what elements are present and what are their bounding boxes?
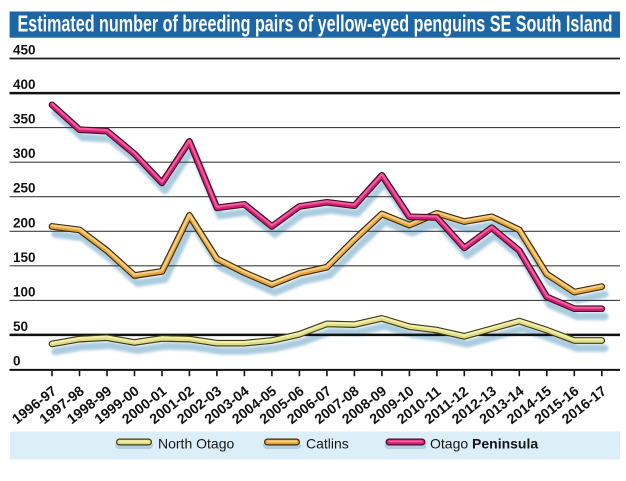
svg-text:100: 100 [13, 284, 36, 299]
svg-text:200: 200 [13, 215, 36, 230]
svg-text:Estimated number of breeding p: Estimated number of breeding pairs of ye… [18, 11, 613, 37]
svg-text:50: 50 [13, 319, 28, 334]
svg-text:150: 150 [13, 250, 36, 265]
svg-text:350: 350 [13, 112, 36, 127]
svg-text:North Otago: North Otago [158, 435, 234, 451]
svg-text:450: 450 [13, 43, 36, 58]
svg-text:Otago Peninsula: Otago Peninsula [430, 435, 538, 451]
svg-text:300: 300 [13, 146, 36, 161]
svg-text:Catlins: Catlins [306, 435, 349, 451]
svg-text:400: 400 [13, 77, 36, 92]
svg-text:0: 0 [13, 354, 21, 369]
svg-text:250: 250 [13, 181, 36, 196]
